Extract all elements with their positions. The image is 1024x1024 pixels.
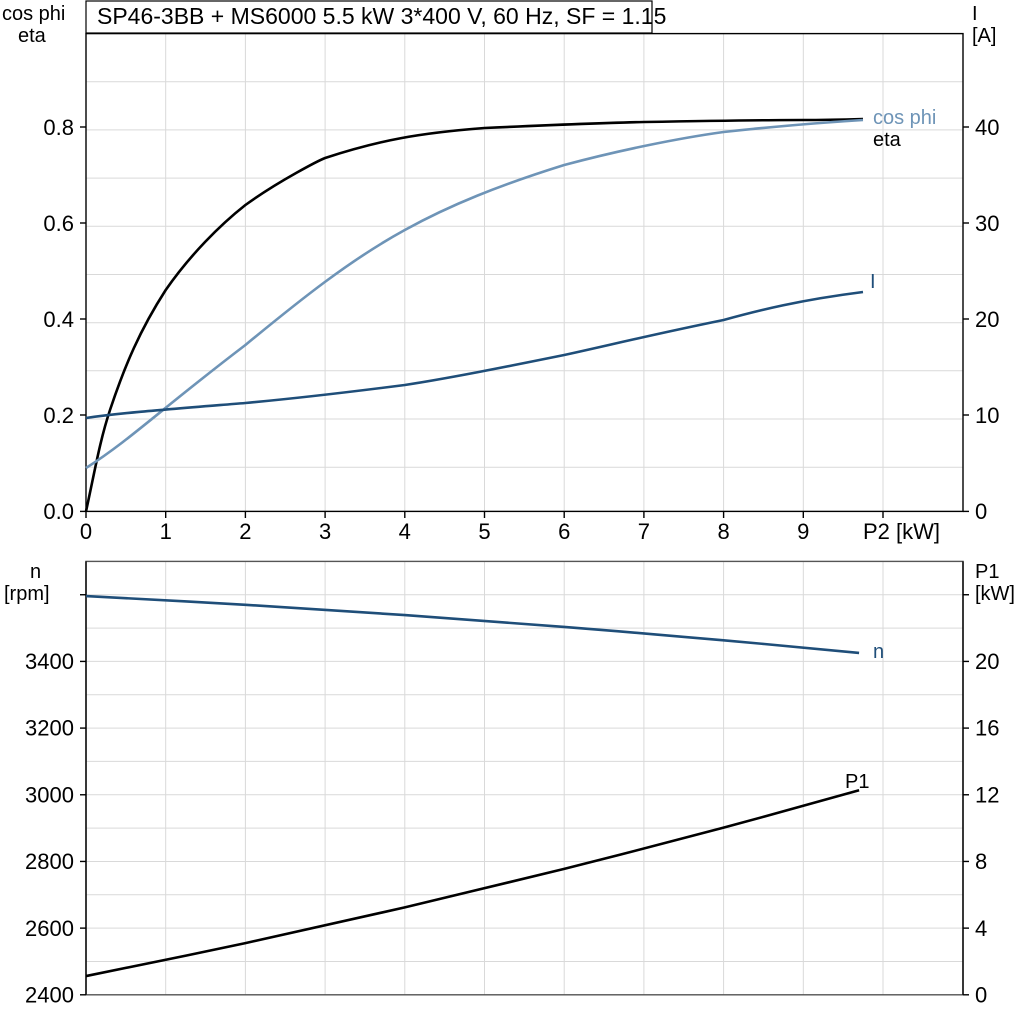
- svg-text:1: 1: [160, 519, 172, 544]
- svg-text:I: I: [972, 3, 978, 25]
- svg-text:0.0: 0.0: [43, 499, 74, 524]
- svg-text:9: 9: [797, 519, 809, 544]
- svg-text:12: 12: [975, 782, 999, 807]
- svg-text:5: 5: [478, 519, 490, 544]
- svg-text:3400: 3400: [25, 649, 74, 674]
- svg-text:7: 7: [638, 519, 650, 544]
- svg-text:6: 6: [558, 519, 570, 544]
- svg-text:0: 0: [975, 499, 987, 524]
- svg-text:2400: 2400: [25, 983, 74, 1008]
- svg-text:eta: eta: [873, 129, 902, 151]
- svg-text:cos phi: cos phi: [2, 3, 65, 25]
- svg-text:n: n: [30, 561, 41, 583]
- svg-text:0.4: 0.4: [43, 307, 74, 332]
- svg-text:8: 8: [717, 519, 729, 544]
- svg-text:16: 16: [975, 716, 999, 741]
- svg-text:0.8: 0.8: [43, 115, 74, 140]
- svg-text:0.2: 0.2: [43, 403, 74, 428]
- svg-text:0.6: 0.6: [43, 211, 74, 236]
- svg-text:cos phi: cos phi: [873, 107, 936, 129]
- svg-text:3000: 3000: [25, 782, 74, 807]
- svg-text:3: 3: [319, 519, 331, 544]
- svg-text:8: 8: [975, 849, 987, 874]
- svg-text:20: 20: [975, 307, 999, 332]
- svg-text:0: 0: [80, 519, 92, 544]
- svg-text:[kW]: [kW]: [975, 583, 1015, 605]
- svg-text:0: 0: [975, 983, 987, 1008]
- svg-text:30: 30: [975, 211, 999, 236]
- svg-text:2: 2: [239, 519, 251, 544]
- svg-text:3200: 3200: [25, 716, 74, 741]
- svg-text:40: 40: [975, 115, 999, 140]
- svg-text:SP46-3BB + MS6000 5.5 kW 3: SP46-3BB + MS6000 5.5 kW 3*400 V, 60 Hz,…: [97, 3, 666, 29]
- svg-text:10: 10: [975, 403, 999, 428]
- svg-text:20: 20: [975, 649, 999, 674]
- svg-text:[rpm]: [rpm]: [4, 583, 50, 605]
- svg-text:2600: 2600: [25, 916, 74, 941]
- svg-text:[A]: [A]: [972, 25, 996, 47]
- svg-text:2800: 2800: [25, 849, 74, 874]
- svg-text:4: 4: [975, 916, 987, 941]
- svg-text:P1: P1: [975, 561, 999, 583]
- svg-text:P2 [kW]: P2 [kW]: [863, 519, 940, 544]
- svg-text:I: I: [870, 271, 876, 293]
- svg-text:4: 4: [399, 519, 411, 544]
- svg-text:eta: eta: [18, 25, 47, 47]
- svg-text:n: n: [873, 641, 884, 663]
- svg-text:P1: P1: [845, 771, 869, 793]
